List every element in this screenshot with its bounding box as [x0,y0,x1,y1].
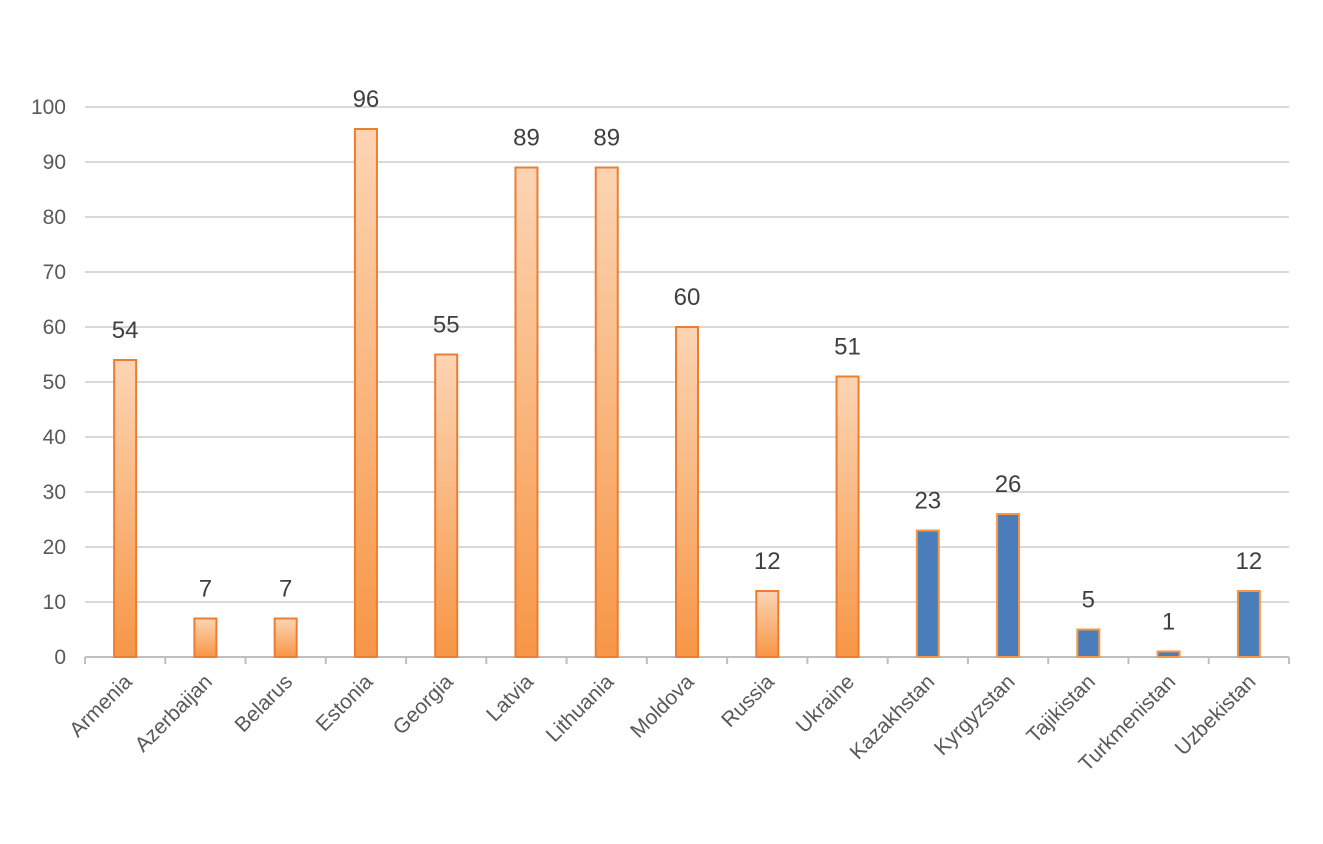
data-label: 89 [593,125,620,152]
bar-moldova [675,326,699,658]
labels: 0 10 20 30 40 50 60 70 80 90 100 54 Armenia 7 Azerbaij… [31,86,1262,776]
y-tick-label: 100 [31,96,66,119]
y-tick-label: 70 [43,261,66,284]
bar-latvia [514,166,539,658]
data-label: 12 [1236,548,1263,575]
data-label: 89 [513,125,540,152]
data-label: 7 [199,576,212,603]
bar-belarus [273,617,298,658]
x-category-label: Belarus [231,670,298,737]
x-category-label: Latvia [482,670,538,726]
y-tick-label: 50 [43,371,66,394]
data-label: 12 [754,548,781,575]
y-tick-label: 40 [43,426,66,449]
data-label: 51 [834,334,861,361]
data-label: 26 [995,471,1022,498]
y-tick-label: 30 [43,481,66,504]
x-category-label: Estonia [312,670,378,736]
bar-uzbekistan [1236,590,1261,658]
x-category-label: Uzbekistan [1171,670,1261,760]
data-label: 5 [1082,587,1095,614]
bar-kazakhstan [915,529,940,658]
x-category-label: Lithuania [542,670,619,747]
bar-estonia [353,128,378,658]
x-category-label: Tajikistan [1023,670,1100,747]
data-label: 60 [674,284,701,311]
x-category-label: Moldova [626,670,699,743]
bar-georgia [434,353,459,658]
data-label: 23 [914,488,941,515]
data-label: 96 [353,86,380,113]
x-category-label: Georgia [389,670,458,739]
axes [84,656,1290,664]
y-tick-label: 10 [43,591,66,614]
x-category-label: Russia [717,670,779,732]
bar-kyrgyzstan [996,513,1021,658]
data-label: 54 [112,317,139,344]
y-tick-label: 80 [43,206,66,229]
bar-lithuania [594,166,619,658]
bar-russia [755,590,780,658]
x-category-label: Kazakhstan [845,670,939,764]
y-tick-label: 60 [43,316,66,339]
y-tick-label: 20 [43,536,66,559]
y-tick-label: 0 [54,646,66,669]
bar-tajikistan [1076,628,1101,658]
data-label: 55 [433,312,460,339]
bar-turkmenistan [1156,650,1181,658]
x-category-label: Azerbaijan [131,670,217,756]
x-category-label: Ukraine [792,670,859,737]
data-label: 7 [279,576,292,603]
bars [113,128,1261,658]
bar-azerbaijan [193,617,218,658]
bar-armenia [113,359,138,658]
x-category-label: Kyrgyzstan [930,670,1020,760]
y-tick-label: 90 [43,151,66,174]
x-category-label: Armenia [65,670,137,742]
bar-ukraine [835,375,860,658]
data-label: 1 [1162,609,1175,636]
